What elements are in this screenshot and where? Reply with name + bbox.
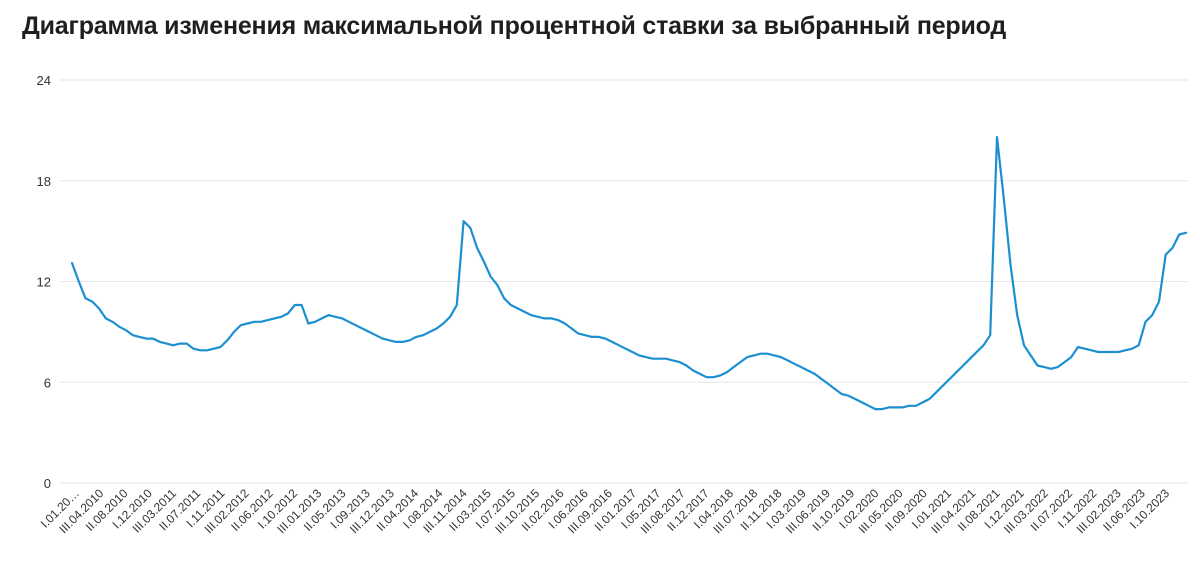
y-tick-label: 18: [37, 174, 51, 189]
x-axis-ticks: I.01.20…III.04.2010II.08.2010I.12.2010II…: [38, 486, 1173, 536]
y-tick-label: 24: [37, 73, 51, 88]
series-layer: [70, 136, 1188, 411]
gridlines: [60, 79, 1188, 484]
y-tick-label: 12: [37, 275, 51, 290]
chart-title: Диаграмма изменения максимальной процент…: [22, 12, 1007, 40]
y-axis-ticks: 0 6 12 18 24: [37, 73, 51, 491]
y-tick-label: 6: [44, 375, 51, 390]
y-tick-label: 0: [44, 476, 51, 491]
series-line: [70, 136, 1188, 411]
